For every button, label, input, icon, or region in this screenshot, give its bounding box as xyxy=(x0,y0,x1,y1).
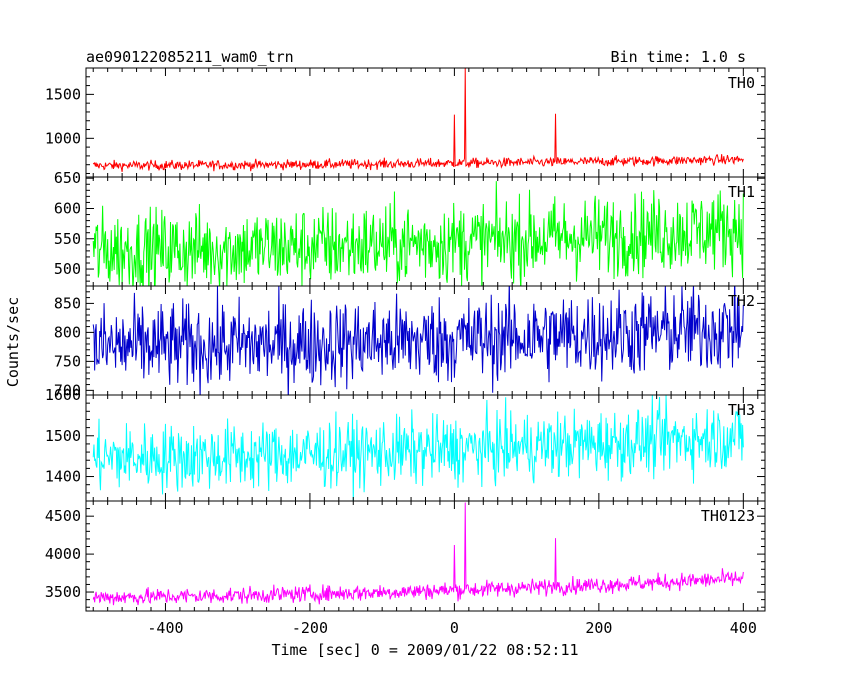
y-tick-label: 1600 xyxy=(45,386,81,404)
y-tick-label: 850 xyxy=(54,294,81,312)
y-tick-label: 4500 xyxy=(45,507,81,525)
panel-stack: 1000 1500 TH0 500 550 600 650 TH1 700 750 800 850 TH… xyxy=(45,67,766,637)
panel-label: TH3 xyxy=(728,401,755,419)
y-tick-label: 3500 xyxy=(45,583,81,601)
panel-th1: 500 550 600 650 TH1 xyxy=(54,169,766,287)
panel-th3: 1400 1500 1600 TH3 xyxy=(45,386,766,502)
series-line-th2 xyxy=(92,286,744,395)
panel-th0123: 3500 4000 4500 TH0123 xyxy=(45,500,766,612)
series-line-th0 xyxy=(92,68,744,172)
panel-label: TH2 xyxy=(728,292,755,310)
y-tick-label: 600 xyxy=(54,199,81,217)
x-tick-label: 0 xyxy=(450,619,459,637)
panel-label: TH1 xyxy=(728,183,755,201)
y-tick-label: 4000 xyxy=(45,545,81,563)
bin-time-label: Bin time: 1.0 s xyxy=(611,48,746,66)
chart-title: ae090122085211_wam0_trn xyxy=(86,48,294,66)
x-tick-label: -400 xyxy=(147,619,183,637)
y-tick-label: 1500 xyxy=(45,85,81,103)
y-tick-label: 750 xyxy=(54,352,81,370)
y-tick-label: 1000 xyxy=(45,129,81,147)
y-tick-label: 1500 xyxy=(45,427,81,445)
panel-label: TH0 xyxy=(728,74,755,92)
x-tick-label: 200 xyxy=(585,619,612,637)
y-tick-label: 1400 xyxy=(45,468,81,486)
series-line-th1 xyxy=(92,181,744,286)
y-tick-label: 800 xyxy=(54,323,81,341)
y-tick-label: 550 xyxy=(54,230,81,248)
x-axis-label: Time [sec] 0 = 2009/01/22 08:52:11 xyxy=(271,641,578,659)
series-line-th0123 xyxy=(92,502,744,606)
panel-th0: 1000 1500 TH0 xyxy=(45,67,766,178)
panel-th2: 700 750 800 850 TH2 xyxy=(54,285,766,399)
panel-label: TH0123 xyxy=(701,507,755,525)
y-tick-label: 500 xyxy=(54,260,81,278)
x-tick-label: 400 xyxy=(730,619,757,637)
series-line-th3 xyxy=(92,395,744,501)
y-tick-label: 650 xyxy=(54,169,81,187)
y-axis-label: Counts/sec xyxy=(4,297,22,387)
y-tick-label: 700 xyxy=(54,381,81,399)
x-tick-label: -200 xyxy=(292,619,328,637)
